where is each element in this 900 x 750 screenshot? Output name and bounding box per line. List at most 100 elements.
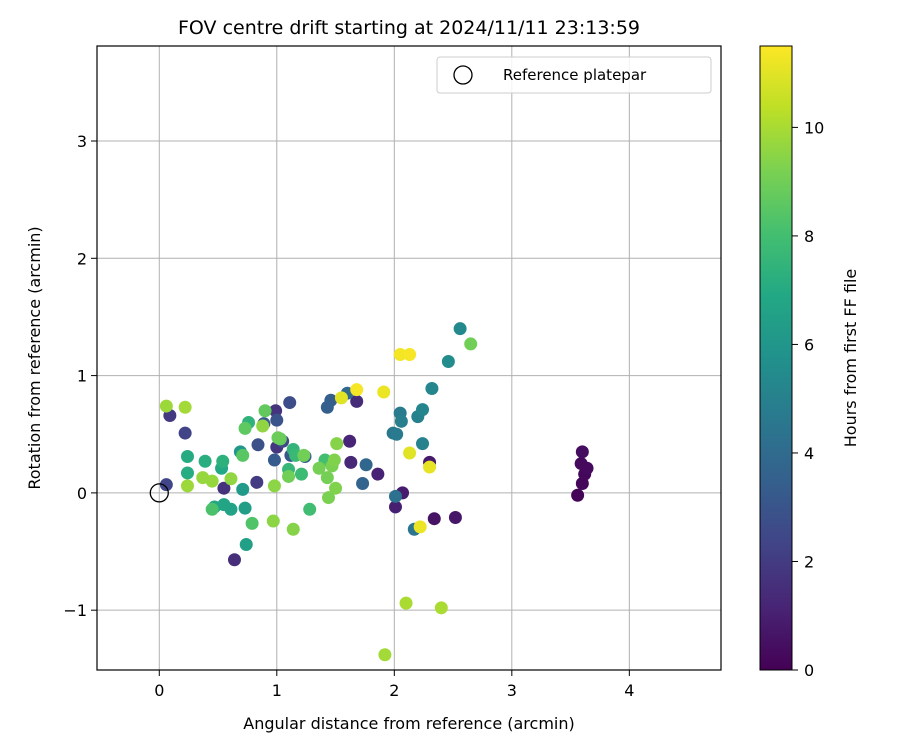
y-tick-label-1: 0 — [77, 484, 87, 503]
data-point-99 — [377, 385, 391, 399]
data-point-70 — [238, 421, 252, 435]
data-point-34 — [359, 458, 373, 472]
data-point-100 — [393, 347, 407, 361]
data-point-11 — [371, 467, 385, 481]
chart-title: FOV centre drift starting at 2024/11/11 … — [178, 17, 640, 39]
data-point-31 — [320, 400, 334, 414]
data-point-65 — [303, 502, 317, 516]
data-point-84 — [266, 514, 280, 528]
data-point-95 — [434, 601, 448, 615]
data-point-91 — [159, 399, 173, 413]
data-point-12 — [343, 434, 357, 448]
data-point-73 — [271, 431, 285, 445]
colorbar: 0 2 4 6 8 10 Hours from first FF file — [759, 45, 860, 680]
data-point-44 — [416, 403, 430, 417]
data-point-96 — [464, 337, 478, 351]
y-tick-label-4: 3 — [77, 132, 87, 151]
data-point-47 — [441, 355, 455, 369]
data-point-4 — [574, 457, 588, 471]
data-point-98 — [350, 383, 364, 397]
legend: Reference platepar — [436, 56, 712, 94]
colorbar-tick-label-3: 6 — [804, 335, 814, 354]
data-point-13 — [344, 455, 358, 469]
x-tick-label-4: 4 — [624, 681, 634, 700]
data-point-26 — [270, 413, 284, 427]
data-point-10 — [388, 500, 402, 514]
x-tick-label-1: 1 — [272, 681, 282, 700]
y-axis-label: Rotation from reference (arcmin) — [25, 226, 44, 489]
data-point-50 — [238, 501, 252, 515]
legend-marker-open-circle — [453, 65, 473, 85]
data-point-93 — [378, 648, 392, 662]
data-point-83 — [286, 522, 300, 536]
data-point-5 — [575, 445, 589, 459]
data-point-104 — [423, 460, 437, 474]
grid-lines — [97, 46, 721, 670]
data-point-102 — [403, 446, 417, 460]
y-axis-ticks: −1 0 1 2 3 — [63, 132, 97, 620]
legend-box — [436, 56, 712, 94]
y-tick-label-0: −1 — [63, 601, 87, 620]
data-point-86 — [256, 419, 270, 433]
data-point-0 — [571, 488, 585, 502]
data-point-25 — [251, 438, 265, 452]
data-point-97 — [334, 391, 348, 405]
legend-entry-label: Reference platepar — [503, 66, 647, 84]
plot-frame — [96, 45, 722, 671]
reference-marker — [149, 483, 169, 503]
data-point-76 — [312, 461, 326, 475]
data-point-24 — [283, 396, 297, 410]
data-point-94 — [399, 596, 413, 610]
x-tick-label-3: 3 — [507, 681, 517, 700]
data-point-75 — [297, 448, 311, 462]
data-point-90 — [180, 479, 194, 493]
data-point-89 — [196, 471, 210, 485]
data-point-77 — [320, 471, 334, 485]
data-point-81 — [329, 481, 343, 495]
data-point-6 — [427, 512, 441, 526]
colorbar-tick-label-2: 4 — [804, 444, 814, 463]
colorbar-gradient — [759, 45, 793, 671]
data-point-49 — [236, 482, 250, 496]
data-point-56 — [180, 450, 194, 464]
data-point-87 — [224, 472, 238, 486]
data-point-16 — [217, 481, 231, 495]
scatter-points — [159, 322, 594, 662]
data-point-45 — [425, 381, 439, 395]
data-point-67 — [205, 502, 219, 516]
colorbar-ticks: 0 2 4 6 8 10 — [792, 118, 824, 680]
data-point-74 — [282, 469, 296, 483]
x-tick-label-0: 0 — [154, 681, 164, 700]
data-point-33 — [356, 477, 370, 491]
data-point-15 — [227, 553, 241, 567]
data-point-85 — [267, 479, 281, 493]
data-point-20 — [250, 475, 264, 489]
colorbar-tick-label-0: 0 — [804, 661, 814, 680]
data-point-78 — [322, 491, 336, 505]
data-point-64 — [294, 467, 308, 481]
data-point-14 — [350, 394, 364, 408]
data-point-58 — [198, 454, 212, 468]
data-point-59 — [216, 454, 230, 468]
data-point-46 — [453, 322, 467, 336]
data-point-80 — [327, 453, 341, 467]
data-point-39 — [390, 427, 404, 441]
data-point-57 — [180, 466, 194, 480]
x-tick-label-2: 2 — [389, 681, 399, 700]
data-point-29 — [267, 453, 281, 467]
colorbar-tick-label-5: 10 — [804, 118, 824, 137]
data-point-7 — [448, 511, 462, 525]
y-tick-label-3: 2 — [77, 249, 87, 268]
data-point-103 — [413, 520, 427, 534]
data-point-51 — [239, 537, 253, 551]
colorbar-tick-label-1: 2 — [804, 552, 814, 571]
data-point-36 — [388, 489, 402, 503]
data-point-68 — [245, 516, 259, 530]
data-point-43 — [416, 437, 430, 451]
data-point-22 — [159, 478, 173, 492]
data-point-69 — [236, 448, 250, 462]
y-tick-label-2: 1 — [77, 367, 87, 386]
data-point-101 — [403, 347, 417, 361]
x-axis-ticks: 0 1 2 3 4 — [154, 670, 634, 700]
